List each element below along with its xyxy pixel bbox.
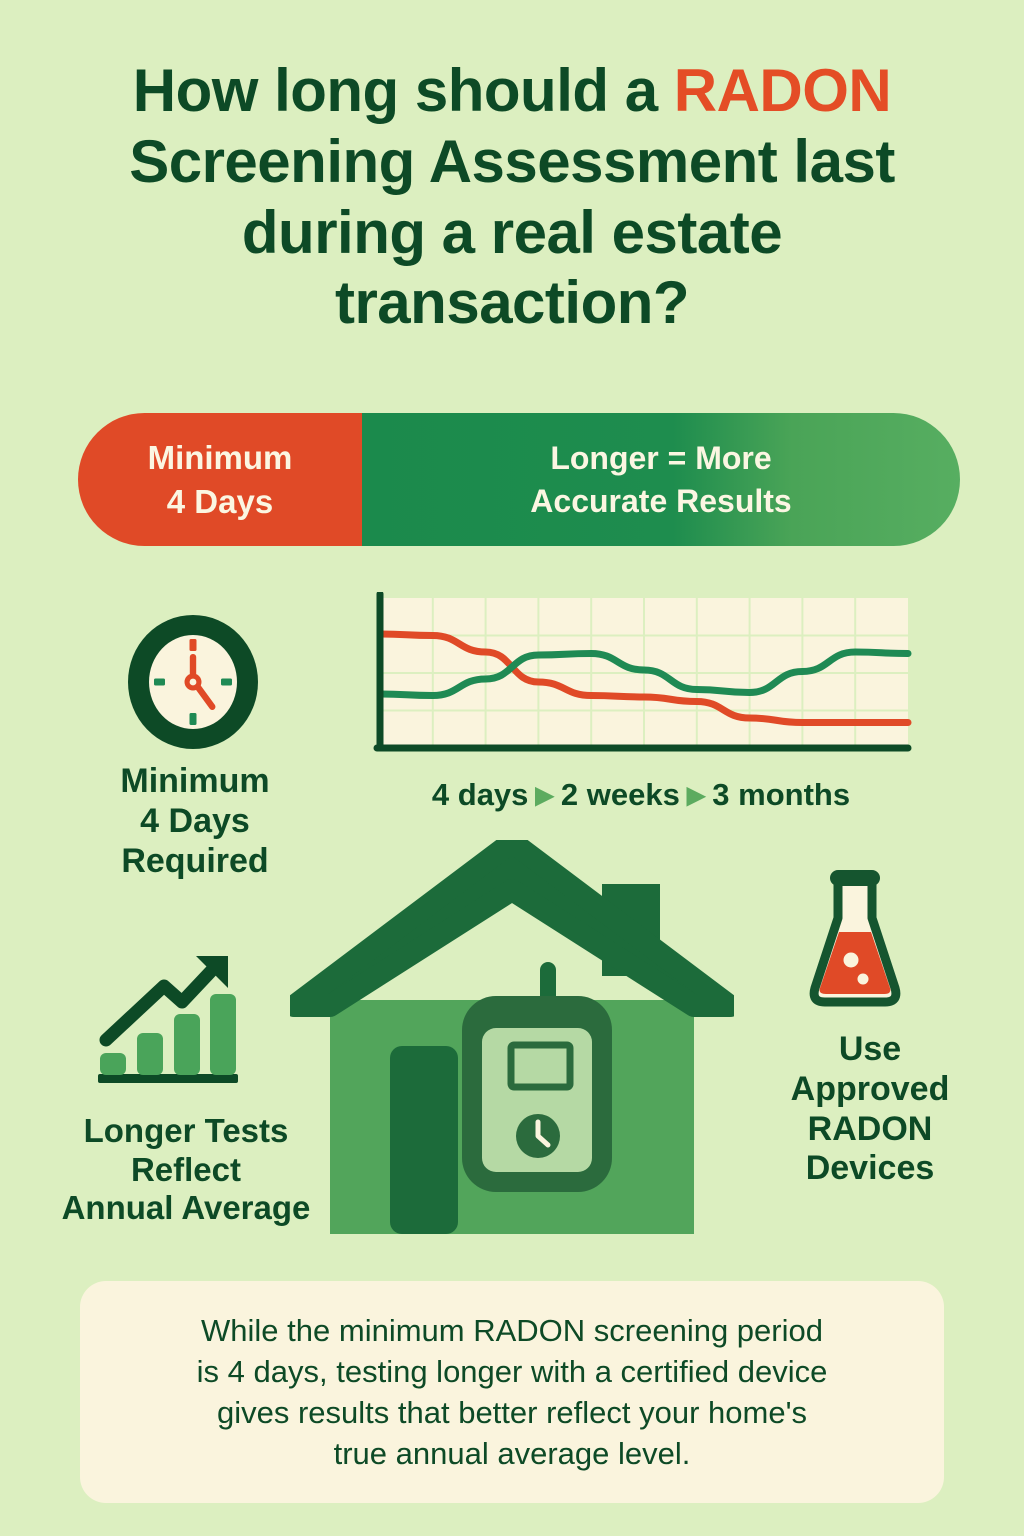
banner-longer-segment: Longer = More Accurate Results [362,413,960,546]
page-title-rest: Screening Assessment last during a real … [129,127,895,337]
chevron-right-icon-1: ▶ [535,782,554,809]
caption-minimum-days: Minimum 4 Days Required [120,762,270,880]
timeline-step-1: 4 days [431,777,529,812]
timeline-step-3: 3 months [712,777,851,812]
chevron-right-icon-2: ▶ [686,782,706,809]
clock-icon [126,613,260,751]
banner-longer-label: Longer = More Accurate Results [530,440,792,519]
summary-note-box: While the minimum RADON screening period… [80,1281,944,1503]
page-title-prefix: How long should a [132,57,674,124]
banner-minimum-segment: Minimum 4 Days [78,413,362,546]
page-title-keyword: RADON [673,57,892,124]
banner-minimum-label: Minimum 4 Days [147,438,293,520]
caption-approved-devices: Use Approved RADON Devices [790,1030,950,1188]
accuracy-over-time-chart [368,590,914,760]
duration-banner: Minimum 4 Days Longer = More Accurate Re… [78,413,960,546]
timeline-steps: 4 days ▶ 2 weeks ▶ 3 months [368,777,914,813]
house-icon [283,831,741,1240]
caption-longer-tests: Longer Tests Reflect Annual Average [61,1112,311,1227]
timeline-step-2: 2 weeks [560,777,680,812]
erlenmeyer-flask-icon [806,866,904,1010]
bar-chart-growth-icon [92,938,244,1088]
summary-note-text: While the minimum RADON screening period… [196,1312,828,1472]
page-title: How long should a RADON Screening Assess… [60,56,964,339]
